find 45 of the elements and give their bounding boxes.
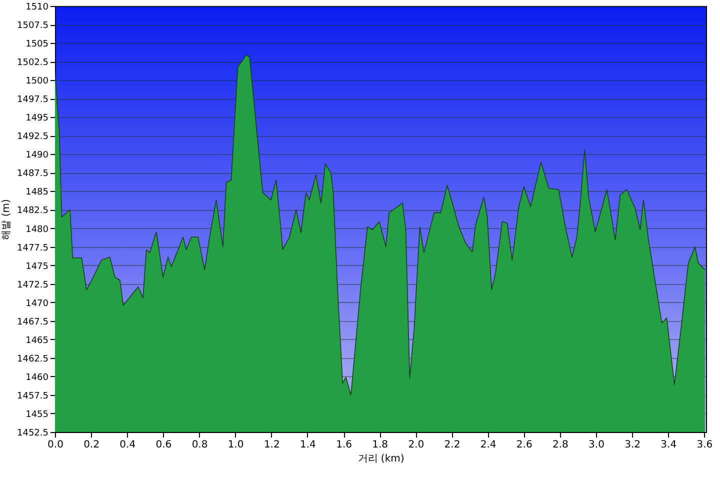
x-axis-title: 거리 (km) — [358, 454, 404, 464]
x-tick-label: 3.4 — [660, 440, 677, 450]
y-tick-label: 1467.5 — [17, 317, 48, 328]
y-tick-label: 1452.5 — [17, 428, 48, 438]
y-tick-label: 1475 — [26, 262, 48, 272]
x-tick-label: 2.4 — [480, 440, 496, 450]
x-tick-label: 0.4 — [120, 440, 136, 450]
y-tick-label: 1480 — [26, 224, 49, 235]
y-axis-title: 해발 (m) — [1, 199, 12, 240]
x-tick-label: 3.0 — [588, 440, 604, 450]
y-tick-label: 1510 — [26, 2, 49, 12]
x-tick-label: 2.6 — [516, 440, 532, 450]
y-tick-label: 1497.5 — [17, 95, 48, 106]
y-tick-label: 1462.5 — [17, 354, 48, 364]
y-tick-label: 1500 — [26, 76, 49, 87]
y-tick-label: 1485 — [26, 188, 48, 198]
y-tick-label: 1492.5 — [17, 132, 48, 142]
x-tick-label: 1.4 — [300, 440, 316, 450]
y-tick-label: 1465 — [26, 336, 48, 346]
x-tick-label: 3.6 — [696, 440, 713, 450]
x-tick-label: 1.6 — [336, 440, 352, 450]
x-tick-label: 0.0 — [48, 440, 64, 450]
x-tick-label: 0.6 — [156, 440, 172, 450]
y-tick-label: 1460 — [26, 372, 49, 383]
x-tick-label: 0.8 — [192, 440, 208, 450]
y-tick-label: 1507.5 — [17, 21, 48, 32]
x-tick-label: 3.2 — [624, 440, 641, 450]
y-tick-label: 1502.5 — [17, 58, 48, 68]
y-tick-label: 1457.5 — [17, 391, 48, 402]
x-tick-label: 1.2 — [264, 440, 280, 450]
x-tick-label: 1.0 — [228, 440, 244, 450]
y-tick-label: 1482.5 — [17, 206, 48, 216]
x-tick-label: 2.8 — [552, 440, 568, 450]
y-tick-label: 1477.5 — [17, 243, 48, 254]
y-tick-label: 1505 — [26, 40, 48, 50]
x-tick-label: 0.2 — [84, 440, 100, 450]
y-tick-label: 1495 — [26, 114, 48, 124]
x-tick-label: 1.8 — [372, 440, 388, 450]
y-tick-label: 1490 — [26, 150, 49, 161]
y-tick-label: 1487.5 — [17, 169, 48, 180]
y-tick-label: 1470 — [26, 298, 49, 309]
x-tick-label: 2.2 — [444, 440, 460, 450]
y-tick-label: 1472.5 — [17, 280, 48, 290]
x-tick-label: 2.0 — [408, 440, 424, 450]
y-tick-label: 1455 — [26, 410, 48, 420]
